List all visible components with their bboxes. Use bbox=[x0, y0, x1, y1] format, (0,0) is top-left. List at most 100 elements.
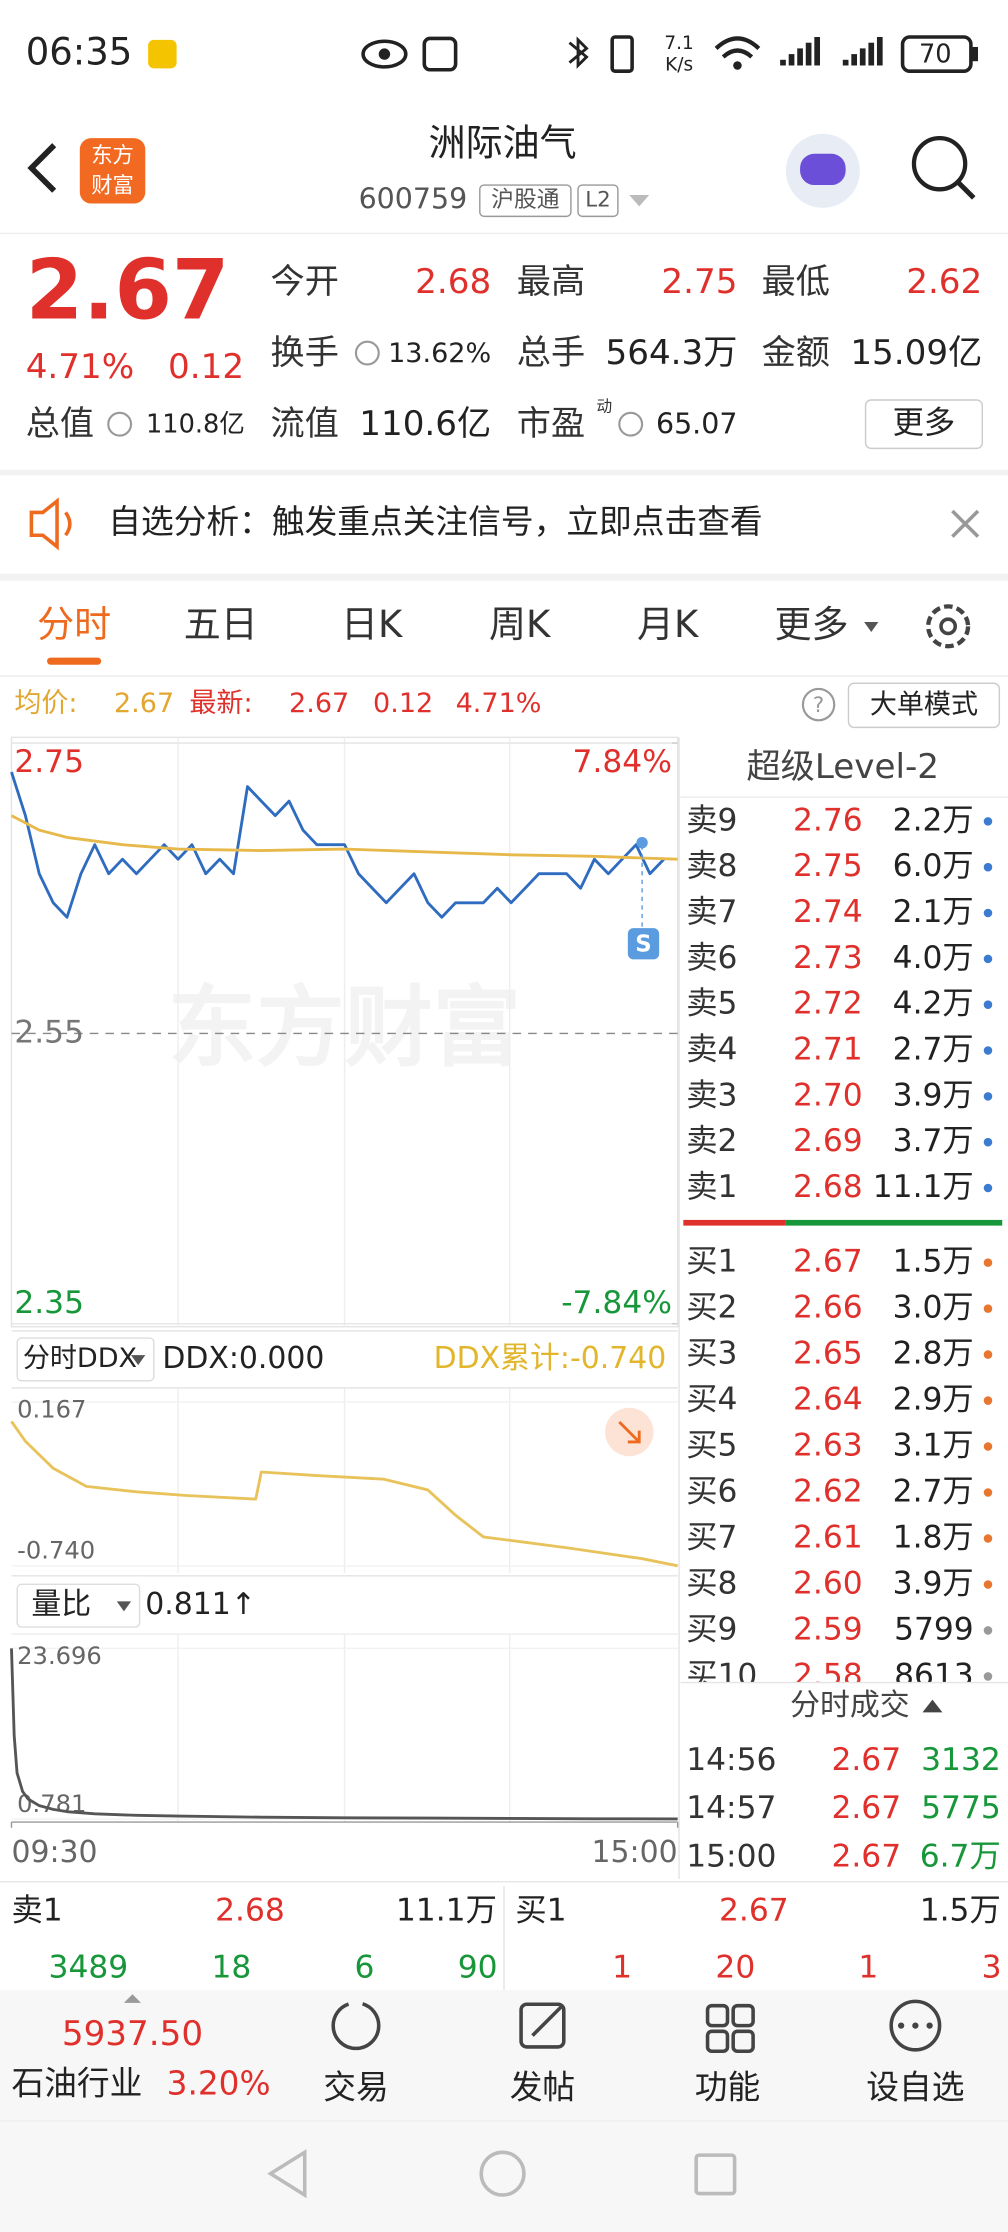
ask-price: 2.69 bbox=[793, 1123, 863, 1159]
series-line bbox=[10, 814, 678, 861]
ask-volume: 2.2万 bbox=[893, 802, 974, 838]
indicator-value: 0.811↑ bbox=[145, 1587, 256, 1622]
tab[interactable]: 更多 bbox=[774, 603, 848, 646]
field-value: 2.75 bbox=[661, 262, 737, 302]
bid-dot bbox=[983, 1488, 993, 1497]
nfc-icon bbox=[422, 36, 458, 72]
system-home[interactable] bbox=[479, 2150, 526, 2197]
more-button bbox=[864, 399, 983, 450]
back-button[interactable] bbox=[27, 143, 57, 193]
sector-pct: 3.20% bbox=[167, 2064, 271, 2102]
eye-icon bbox=[361, 39, 408, 69]
tab[interactable]: 分时 bbox=[37, 603, 111, 646]
signal-badge bbox=[627, 928, 660, 960]
ask-dot bbox=[983, 1046, 993, 1055]
function-icon bbox=[731, 2003, 755, 2028]
field-value: 110.8亿 bbox=[146, 410, 245, 440]
dropdown-arrow bbox=[131, 1355, 146, 1366]
ask-dot bbox=[983, 817, 993, 826]
more-button-label[interactable]: 更多 bbox=[893, 405, 956, 441]
bid-label: 买2 bbox=[686, 1290, 737, 1326]
tag-box bbox=[577, 184, 619, 218]
tab[interactable]: 日K bbox=[341, 603, 404, 646]
signal-bar bbox=[805, 42, 812, 66]
expand-arrow bbox=[123, 1994, 142, 2003]
bid-dot bbox=[983, 1304, 993, 1313]
summary-count: 90 bbox=[458, 1950, 498, 1986]
bid-volume: 1.5万 bbox=[893, 1244, 974, 1280]
indicator-name[interactable]: 量比 bbox=[31, 1587, 91, 1622]
sector-name[interactable]: 石油行业 bbox=[11, 2064, 142, 2102]
battery bbox=[900, 35, 973, 73]
summary-label: 买1 bbox=[515, 1893, 566, 1929]
trade-price: 2.67 bbox=[831, 1742, 901, 1778]
field-label: 市盈 bbox=[517, 404, 585, 444]
field-value: 2.62 bbox=[906, 262, 982, 302]
bid-volume: 8613 bbox=[894, 1657, 974, 1693]
bid-label: 买8 bbox=[686, 1565, 737, 1601]
summary-count: 1 bbox=[612, 1950, 632, 1986]
logo-text: 财富 bbox=[91, 173, 134, 198]
battery-tip bbox=[972, 46, 979, 62]
ask-price: 2.68 bbox=[793, 1169, 863, 1205]
help-icon-text[interactable]: ? bbox=[813, 693, 824, 718]
mode-button-label[interactable]: 大单模式 bbox=[870, 690, 978, 721]
field-label: 最高 bbox=[517, 262, 585, 302]
nav-item[interactable]: 功能 bbox=[695, 2069, 760, 2107]
index-value: 5937.50 bbox=[62, 2014, 203, 2054]
ask-label: 卖8 bbox=[686, 848, 737, 884]
ask-label: 卖2 bbox=[686, 1123, 737, 1159]
ask-label: 卖3 bbox=[686, 1077, 737, 1113]
ask-label: 卖6 bbox=[686, 940, 737, 976]
trade-price: 2.67 bbox=[831, 1790, 901, 1826]
book-ratio-ask bbox=[683, 1219, 786, 1226]
logo bbox=[79, 138, 146, 204]
y-tick-label: 2.75 bbox=[14, 744, 84, 780]
logo-text: 东方 bbox=[91, 144, 134, 169]
ask-volume: 4.2万 bbox=[893, 986, 974, 1022]
bid-label: 买10 bbox=[686, 1657, 757, 1693]
nav-item[interactable]: 设自选 bbox=[866, 2069, 964, 2107]
search-button[interactable] bbox=[911, 135, 968, 192]
banner-text[interactable]: 自选分析：触发重点关注信号，立即点击查看 bbox=[108, 503, 762, 541]
trade-icon bbox=[331, 2001, 381, 2051]
bid-dot bbox=[983, 1350, 993, 1359]
stock-code: 600759 bbox=[359, 183, 468, 216]
last-price: 2.67 bbox=[26, 243, 230, 339]
watch-icon-dot bbox=[898, 2022, 905, 2029]
nav-item[interactable]: 发帖 bbox=[510, 2069, 575, 2107]
latest-label: 最新: bbox=[189, 688, 252, 719]
ask-volume: 2.7万 bbox=[893, 1032, 974, 1068]
settings-button[interactable] bbox=[926, 604, 971, 649]
bid-volume: 3.0万 bbox=[893, 1290, 974, 1326]
bid-volume: 2.8万 bbox=[893, 1336, 974, 1372]
dropdown-arrow bbox=[116, 1601, 132, 1612]
summary-count: 1 bbox=[858, 1950, 878, 1986]
system-back[interactable] bbox=[267, 2149, 307, 2199]
ask-dot bbox=[983, 1137, 993, 1147]
bluetooth-icon bbox=[568, 36, 589, 69]
bid-price: 2.61 bbox=[793, 1519, 863, 1555]
tab[interactable]: 五日 bbox=[184, 603, 258, 646]
net-speed-unit: K/s bbox=[665, 54, 693, 75]
field-value: 2.68 bbox=[415, 262, 491, 302]
y-tick-label: 23.696 bbox=[17, 1642, 102, 1670]
signal-label[interactable]: S bbox=[635, 932, 651, 958]
trades-title[interactable]: 分时成交 bbox=[790, 1688, 910, 1723]
ask-price: 2.70 bbox=[793, 1077, 863, 1113]
tab[interactable]: 周K bbox=[489, 603, 552, 646]
watch-icon bbox=[889, 1999, 942, 2052]
signal-bar bbox=[851, 54, 858, 66]
function-icon bbox=[731, 2029, 755, 2053]
bid-dot bbox=[983, 1580, 993, 1589]
field-label: 流值 bbox=[271, 404, 339, 444]
bid-dot bbox=[983, 1534, 993, 1543]
nav-item[interactable]: 交易 bbox=[323, 2069, 388, 2107]
series-line bbox=[10, 771, 665, 919]
series-line bbox=[10, 1420, 678, 1568]
bid-dot bbox=[983, 1396, 993, 1405]
indicator-name[interactable]: 分时DDX bbox=[23, 1343, 137, 1374]
tab[interactable]: 月K bbox=[637, 603, 700, 646]
